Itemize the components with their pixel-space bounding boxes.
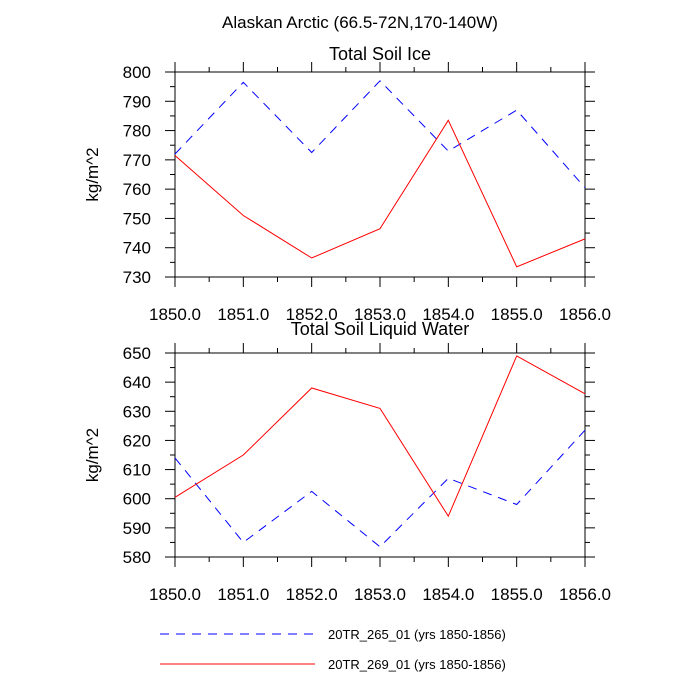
x-tick-label: 1852.0 — [286, 305, 338, 324]
series-line-1 — [174, 429, 586, 548]
x-tick-label: 1855.0 — [491, 305, 543, 324]
x-tick-label: 1850.0 — [149, 585, 201, 604]
y-tick-label: 610 — [123, 461, 151, 480]
x-tick-label: 1851.0 — [217, 585, 269, 604]
series-line-2 — [174, 355, 586, 518]
legend-label-series-2: 20TR_269_01 (yrs 1850-1856) — [328, 657, 506, 672]
panel-total-soil-liquid-water: Total Soil Liquid Water kg/m^2 580 590 600 61… — [83, 319, 611, 604]
chart-suptitle: Alaskan Arctic (66.5-72N,170-140W) — [222, 13, 498, 32]
x-tick-label: 1853.0 — [354, 305, 406, 324]
y-tick-label: 780 — [123, 122, 151, 141]
x-tick-label: 1856.0 — [559, 585, 611, 604]
y-axis-label: kg/m^2 — [83, 428, 102, 482]
y-tick-label: 630 — [123, 402, 151, 421]
panel-title: Total Soil Ice — [329, 44, 431, 64]
series-line-2 — [174, 119, 586, 268]
y-tick-label: 800 — [123, 63, 151, 82]
y-tick-label: 790 — [123, 92, 151, 111]
x-tick-label: 1855.0 — [491, 585, 543, 604]
x-tick-label: 1854.0 — [422, 305, 474, 324]
panel-total-soil-ice: Total Soil Ice kg/m^2 730 740 750 760 770 780 79… — [83, 44, 611, 324]
y-tick-label: 730 — [123, 268, 151, 287]
x-tick-label: 1856.0 — [559, 305, 611, 324]
y-tick-label: 750 — [123, 209, 151, 228]
y-tick-label: 740 — [123, 239, 151, 258]
chart-legend: 20TR_265_01 (yrs 1850-1856) 20TR_269_01 … — [160, 627, 506, 672]
x-tick-label: 1850.0 — [149, 305, 201, 324]
plot-frame — [174, 352, 586, 558]
legend-label-series-1: 20TR_265_01 (yrs 1850-1856) — [328, 627, 506, 642]
y-tick-label: 770 — [123, 151, 151, 170]
y-tick-label: 600 — [123, 490, 151, 509]
y-tick-label: 640 — [123, 373, 151, 392]
series-line-1 — [174, 80, 586, 189]
y-tick-label: 760 — [123, 180, 151, 199]
y-tick-label: 590 — [123, 519, 151, 538]
y-tick-label: 580 — [123, 548, 151, 567]
y-tick-label: 620 — [123, 431, 151, 450]
y-tick-label: 650 — [123, 344, 151, 363]
x-tick-label: 1854.0 — [422, 585, 474, 604]
y-axis-label: kg/m^2 — [83, 147, 102, 201]
x-tick-label: 1852.0 — [286, 585, 338, 604]
x-tick-label: 1853.0 — [354, 585, 406, 604]
plot-frame — [174, 71, 586, 278]
panel-title: Total Soil Liquid Water — [291, 319, 469, 339]
x-tick-label: 1851.0 — [217, 305, 269, 324]
